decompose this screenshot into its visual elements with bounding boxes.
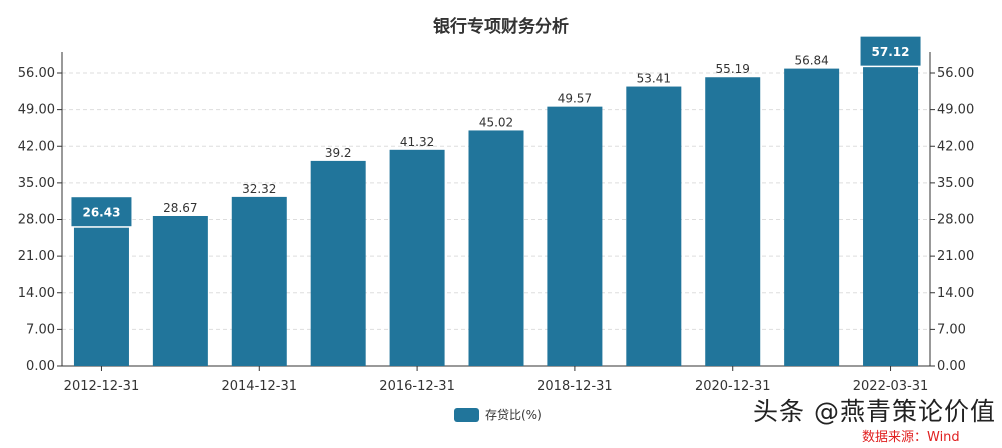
bar — [310, 160, 366, 366]
y-tick-label-left: 21.00 — [18, 249, 55, 264]
bar — [863, 67, 919, 366]
y-tick-label-left: 35.00 — [18, 176, 55, 191]
data-label: 55.19 — [716, 62, 750, 76]
bar — [547, 106, 603, 367]
chart-title: 银行专项财务分析 — [433, 17, 569, 37]
y-tick-label-right: 56.00 — [937, 66, 974, 81]
data-label: 56.84 — [794, 54, 828, 68]
y-tick-label-left: 7.00 — [26, 322, 55, 337]
y-tick-label-right: 28.00 — [937, 213, 974, 228]
data-label: 28.67 — [163, 201, 197, 215]
bar — [705, 77, 761, 366]
bar — [468, 130, 524, 366]
data-label: 26.43 — [82, 206, 120, 220]
data-label: 49.57 — [558, 92, 592, 106]
data-label-box — [859, 35, 922, 67]
data-label: 41.32 — [400, 135, 434, 149]
y-tick-label-right: 49.00 — [937, 103, 974, 118]
x-tick-label: 2018-12-31 — [537, 379, 613, 394]
data-label: 45.02 — [479, 115, 513, 129]
legend[interactable]: 存贷比(%) — [454, 406, 542, 423]
watermark: 头条 @燕青策论价值 — [753, 397, 996, 426]
data-label: 57.12 — [872, 45, 910, 59]
x-tick-label: 2022-03-31 — [853, 379, 929, 394]
data-label-box — [70, 196, 133, 228]
bar — [152, 215, 208, 366]
y-tick-label-right: 7.00 — [937, 322, 966, 337]
y-tick-label-left: 0.00 — [26, 359, 55, 374]
y-tick-label-right: 21.00 — [937, 249, 974, 264]
x-tick-label: 2012-12-31 — [64, 379, 140, 394]
x-tick-label: 2020-12-31 — [695, 379, 771, 394]
y-tick-label-left: 28.00 — [18, 213, 55, 228]
data-label: 39.2 — [325, 146, 352, 160]
y-tick-label-left: 14.00 — [18, 286, 55, 301]
y-tick-label-right: 0.00 — [937, 359, 966, 374]
y-tick-label-right: 14.00 — [937, 286, 974, 301]
x-tick-label: 2014-12-31 — [221, 379, 297, 394]
data-label: 53.41 — [637, 72, 671, 86]
source-note: 数据来源：Wind — [862, 430, 960, 445]
y-tick-label-left: 42.00 — [18, 139, 55, 154]
legend-label: 存贷比(%) — [485, 408, 542, 422]
y-tick-label-right: 35.00 — [937, 176, 974, 191]
bar — [389, 149, 445, 366]
bar — [784, 68, 840, 366]
x-tick-label: 2016-12-31 — [379, 379, 455, 394]
legend-swatch — [454, 407, 479, 422]
y-tick-label-right: 42.00 — [937, 139, 974, 154]
bar — [231, 196, 287, 366]
bar — [73, 227, 129, 366]
data-label: 32.32 — [242, 182, 276, 196]
y-tick-label-left: 49.00 — [18, 103, 55, 118]
y-tick-label-left: 56.00 — [18, 66, 55, 81]
bar — [626, 86, 682, 367]
